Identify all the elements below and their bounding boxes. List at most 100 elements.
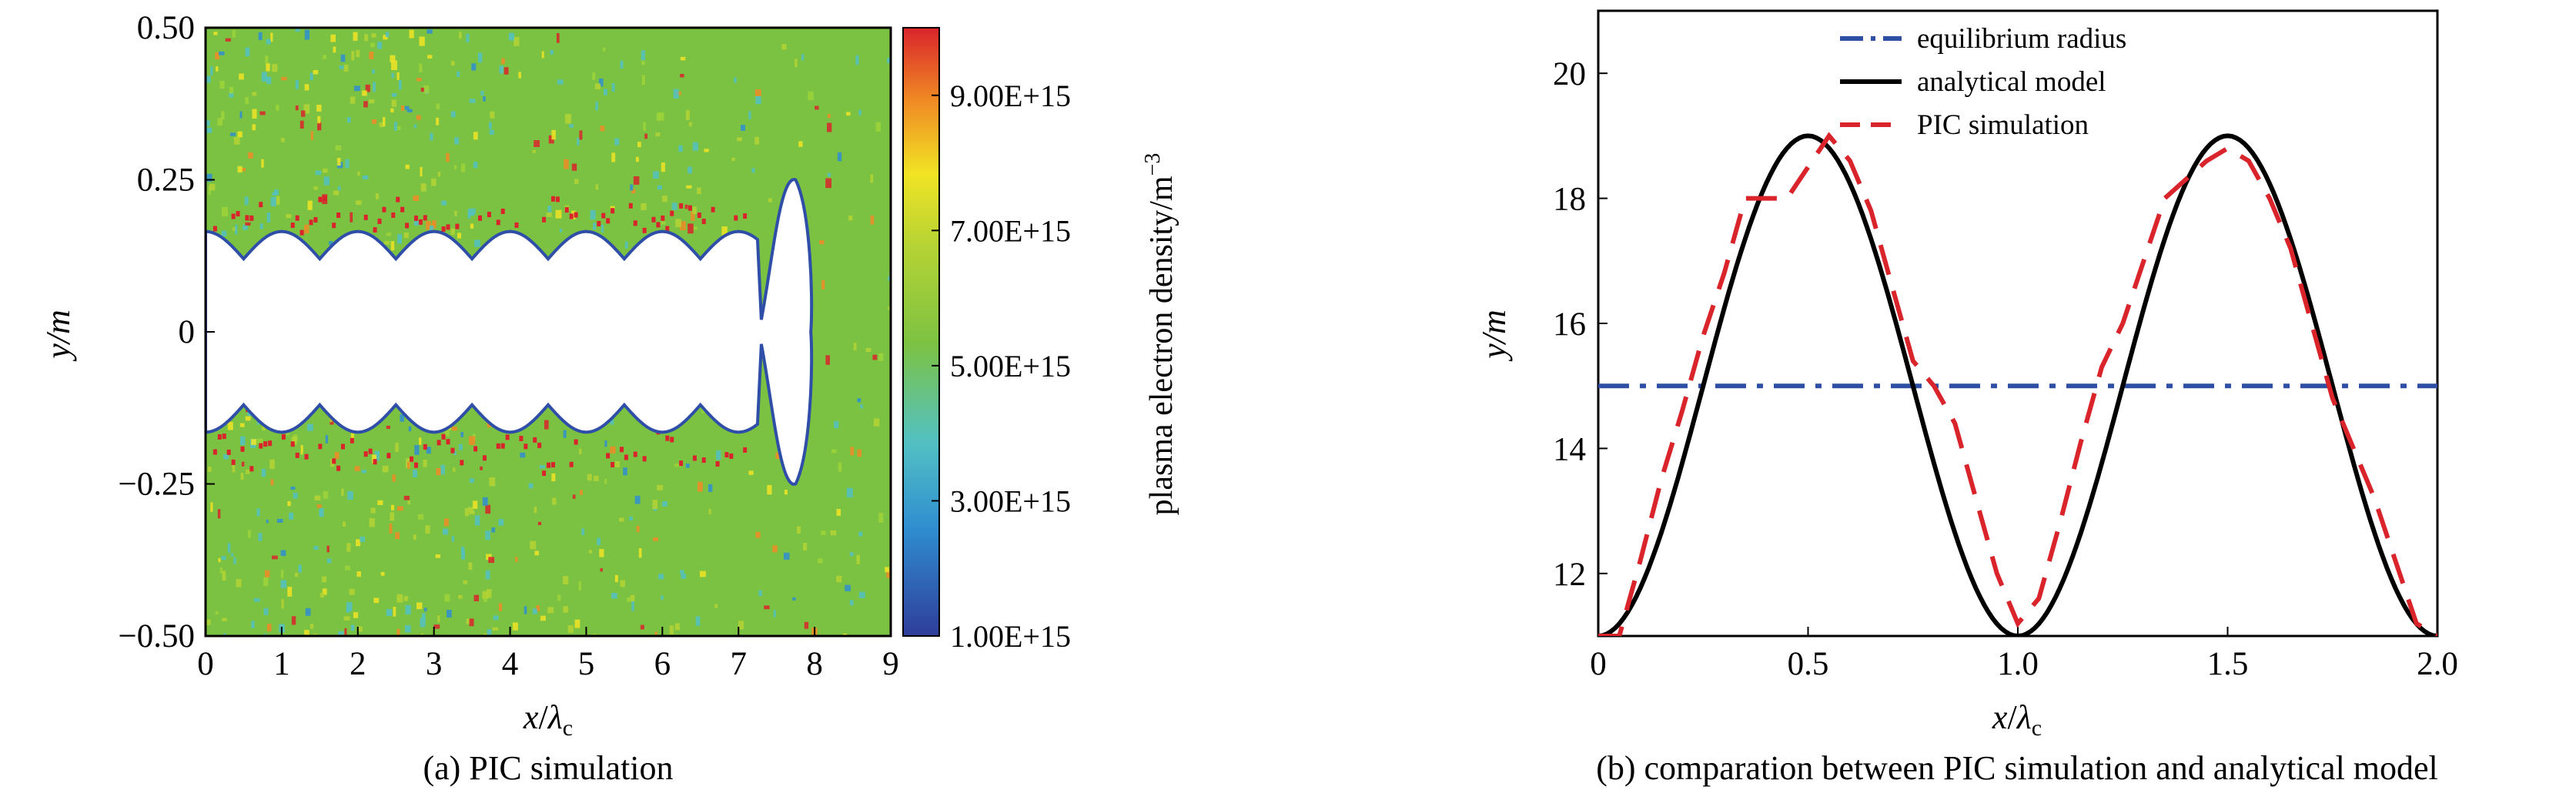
density-speckle: [819, 240, 825, 245]
density-speckle: [708, 484, 713, 492]
legend-label: PIC simulation: [1917, 109, 2089, 141]
density-speckle: [687, 166, 693, 174]
density-speckle: [396, 506, 403, 511]
density-speckle: [344, 565, 351, 571]
density-speckle: [574, 619, 580, 628]
density-speckle: [571, 210, 576, 219]
density-speckle: [357, 172, 360, 176]
density-speckle: [453, 467, 456, 472]
density-speckle: [317, 115, 321, 124]
density-speckle: [219, 567, 223, 574]
density-speckle: [595, 184, 598, 190]
density-speckle: [304, 630, 309, 636]
density-speckle: [400, 414, 405, 422]
density-speckle: [354, 466, 360, 471]
density-speckle: [356, 200, 362, 206]
density-speckle: [640, 624, 644, 630]
density-speckle: [221, 556, 226, 561]
density-speckle: [680, 570, 684, 574]
density-speckle: [631, 601, 634, 611]
density-speckle: [571, 163, 577, 171]
right-y-tick-label: 14: [1553, 431, 1586, 467]
density-speckle: [237, 166, 243, 173]
density-peak: [323, 196, 327, 202]
density-peak: [222, 433, 226, 440]
left-ylabel: y/m: [39, 310, 77, 362]
right-y-ticks: 20 18 16 14 12: [1553, 56, 1607, 593]
density-peak: [701, 219, 706, 225]
left-x-tick-label: 7: [730, 646, 747, 682]
density-speckle: [610, 419, 614, 425]
density-speckle: [253, 597, 260, 602]
density-speckle: [406, 109, 413, 112]
density-speckle: [611, 152, 616, 162]
density-speckle: [830, 530, 837, 536]
density-peak: [212, 226, 217, 232]
density-speckle: [351, 51, 355, 61]
colorbar-tick-label: 3.00E+15: [950, 484, 1071, 518]
density-speckle: [858, 591, 865, 598]
density-speckle: [431, 178, 437, 186]
density-speckle: [316, 105, 322, 112]
series-lines: [1598, 132, 2437, 636]
density-speckle: [817, 558, 823, 564]
density-speckle: [346, 602, 353, 611]
density-speckle: [486, 554, 492, 560]
density-speckle: [236, 579, 242, 587]
density-peak: [597, 221, 601, 227]
density-peak: [231, 213, 236, 219]
density-speckle: [270, 196, 276, 206]
density-speckle: [469, 510, 475, 514]
density-speckle: [396, 72, 400, 80]
density-speckle: [323, 176, 330, 186]
density-speckle: [414, 444, 420, 455]
density-speckle: [680, 56, 686, 61]
density-speckle: [303, 224, 309, 234]
density-speckle: [210, 502, 213, 512]
density-peak: [313, 216, 318, 223]
density-speckle: [831, 449, 837, 454]
density-speckle: [444, 430, 450, 437]
density-speckle: [627, 597, 631, 602]
density-speckle: [313, 69, 319, 75]
density-speckle: [286, 214, 292, 219]
density-speckle: [417, 514, 424, 520]
density-peak: [619, 447, 624, 453]
density-speckle: [208, 186, 211, 196]
density-speckle: [356, 571, 361, 577]
density-peak: [423, 215, 427, 221]
density-peak: [418, 219, 423, 225]
density-speckle: [754, 136, 760, 145]
density-speckle: [466, 618, 471, 624]
density-peak: [441, 433, 446, 440]
density-peak: [724, 452, 729, 458]
density-peak: [259, 202, 263, 208]
density-peak: [423, 444, 427, 450]
density-speckle: [309, 624, 314, 629]
density-speckle: [754, 89, 761, 96]
density-speckle: [335, 145, 342, 151]
density-peak: [281, 433, 286, 440]
density-peak: [391, 212, 396, 218]
density-peak: [382, 206, 386, 213]
density-peak: [373, 459, 377, 465]
density-speckle: [792, 597, 796, 601]
density-speckle: [421, 613, 426, 620]
density-speckle: [623, 467, 627, 476]
density-speckle: [795, 59, 798, 68]
density-speckle: [401, 105, 404, 112]
density-peak: [240, 446, 245, 452]
density-speckle: [740, 125, 746, 131]
density-speckle: [413, 220, 419, 226]
density-speckle: [685, 463, 690, 468]
density-speckle: [272, 64, 278, 72]
density-speckle: [316, 504, 322, 508]
colorbar-ticks: 9.00E+15 7.00E+15 5.00E+15 3.00E+15 1.00E+15: [932, 79, 1071, 654]
density-speckle: [563, 606, 569, 613]
density-peak: [743, 213, 748, 219]
density-speckle: [610, 206, 615, 209]
density-peak: [446, 439, 450, 445]
density-speckle: [674, 464, 681, 467]
density-speckle: [488, 557, 495, 564]
left-x-tick-label: 5: [578, 646, 595, 682]
